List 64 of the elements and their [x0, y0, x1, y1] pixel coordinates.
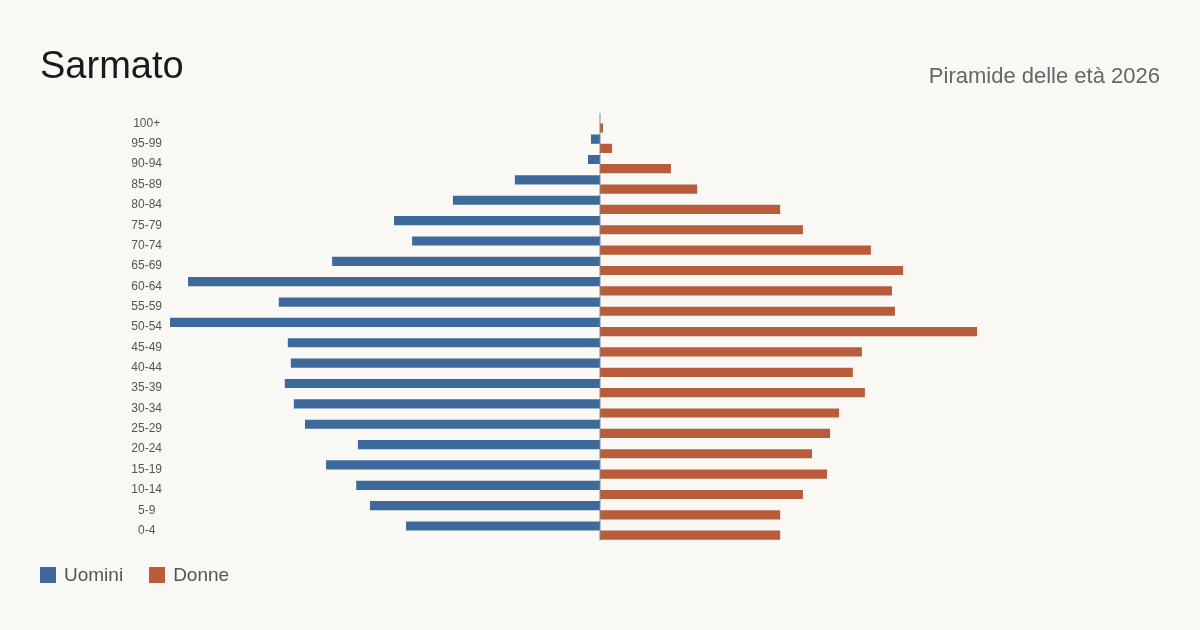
bar — [600, 388, 865, 398]
bar — [369, 501, 600, 511]
y-tick-label: 95-99 — [131, 136, 163, 151]
y-tick-label: 70-74 — [131, 237, 163, 252]
bar — [600, 225, 803, 235]
bar — [600, 286, 892, 296]
bar — [394, 216, 600, 226]
bar — [293, 399, 600, 409]
bar — [600, 265, 904, 276]
y-tick-label: 75-79 — [131, 217, 163, 232]
bar — [326, 460, 600, 470]
y-tick-label: 15-19 — [131, 461, 163, 476]
bar — [600, 164, 671, 174]
bar — [170, 317, 600, 327]
y-tick-label: 25-29 — [131, 421, 163, 436]
y-tick-label: 10-14 — [131, 482, 163, 497]
bar — [284, 378, 600, 389]
text: Piramide delle età 2026 — [928, 63, 1160, 89]
y-tick-label: 60-64 — [131, 278, 163, 293]
bar — [514, 175, 600, 185]
chart-title: Sarmato — [40, 44, 184, 87]
bar — [600, 143, 613, 153]
y-tick-label: 50-54 — [131, 319, 163, 334]
bar — [412, 236, 600, 246]
y-tick-label: 55-59 — [131, 298, 163, 313]
bar — [600, 469, 828, 479]
bar — [290, 358, 600, 368]
y-tick-label: 65-69 — [131, 258, 163, 273]
y-tick-label: 35-39 — [131, 380, 163, 395]
bar — [332, 256, 600, 266]
bar — [600, 347, 862, 357]
bar — [600, 530, 781, 540]
bar — [188, 277, 600, 287]
bar — [278, 297, 600, 307]
y-tick-label: 30-34 — [131, 400, 163, 415]
legend-label: Donne — [173, 564, 230, 586]
y-tick-label: 0-4 — [137, 522, 156, 537]
bar — [600, 367, 853, 377]
y-tick-label: 100+ — [133, 115, 161, 130]
bar — [587, 154, 600, 165]
y-tick-label: 85-89 — [131, 176, 163, 191]
bar — [600, 428, 831, 438]
bar — [600, 510, 781, 520]
y-tick-label: 90-94 — [131, 156, 163, 171]
bar — [600, 306, 895, 316]
bar — [452, 195, 600, 205]
bar — [357, 440, 600, 450]
bar — [600, 449, 812, 459]
bar — [600, 184, 698, 194]
bar — [600, 204, 781, 214]
bar — [600, 245, 871, 255]
y-tick-label: 80-84 — [131, 197, 163, 212]
bar — [600, 408, 840, 418]
bar — [600, 489, 803, 500]
bar — [287, 338, 600, 348]
bar — [600, 327, 978, 337]
y-tick-label: 45-49 — [131, 339, 163, 354]
bar — [406, 521, 600, 531]
y-tick-label: 5-9 — [137, 502, 156, 517]
legend-label: Uomini — [64, 564, 124, 586]
bar — [356, 480, 600, 490]
bar — [305, 419, 600, 429]
y-tick-label: 40-44 — [131, 360, 163, 375]
y-tick-label: 20-24 — [131, 441, 163, 456]
